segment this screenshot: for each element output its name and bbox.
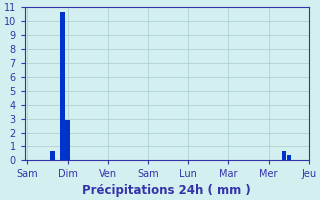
X-axis label: Précipitations 24h ( mm ): Précipitations 24h ( mm ) — [83, 184, 251, 197]
Bar — [50, 151, 55, 160]
Bar — [287, 155, 291, 160]
Bar — [60, 12, 65, 160]
Bar — [282, 151, 286, 160]
Bar — [65, 120, 70, 160]
